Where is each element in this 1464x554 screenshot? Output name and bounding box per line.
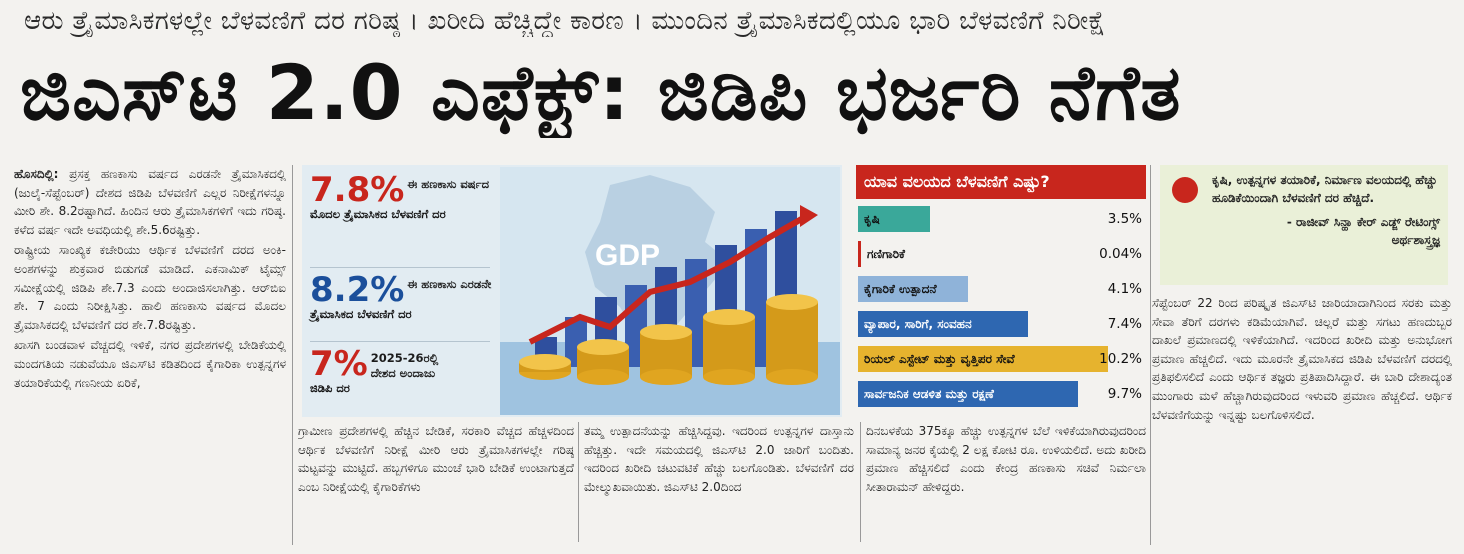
quote-bullet-icon — [1172, 177, 1198, 203]
coin-top — [766, 294, 818, 310]
growth-arrow-head — [800, 205, 818, 227]
divider — [310, 341, 490, 342]
headline: ಜಿಎಸ್‌ಟಿ 2.0 ಎಫೆಕ್ಟ್: ಜಿಡಿಪಿ ಭರ್ಜರಿ ನೆಗೆ… — [20, 48, 1182, 137]
sector-value: 7.4% — [1107, 316, 1142, 332]
stat-q1-desc: ಮೊದಲ ತ್ರೈಮಾಸಿಕದ ಬೆಳವಣಿಗೆ ದರ — [310, 207, 446, 221]
column-rule — [860, 422, 861, 542]
gdp-infobox: 7.8% ಈ ಹಣಕಾಸು ವರ್ಷದ ಮೊದಲ ತ್ರೈಮಾಸಿಕದ ಬೆಳವಣ… — [302, 165, 842, 417]
stat-q2-desc: ತ್ರೈಮಾಸಿಕದ ಬೆಳವಣಿಗೆ ದರ — [310, 307, 412, 321]
sector-row: ರಿಯಲ್ ಎಸ್ಟೇಟ್ ಮತ್ತು ವೃತ್ತಿಪರ ಸೇವೆ 10.2% — [856, 343, 1146, 373]
article-column-2: ಗ್ರಾಮೀಣ ಪ್ರದೇಶಗಳಲ್ಲಿ ಹೆಚ್ಚಿನ ಬೇಡಿಕೆ, ಸರಕ… — [298, 424, 574, 494]
coin-stack — [766, 302, 818, 377]
sector-value: 3.5% — [1107, 211, 1142, 227]
stat-q1-value: 7.8% — [310, 170, 405, 210]
col1-para-1: ಪ್ರಸಕ್ತ ಹಣಕಾಸು ವರ್ಷದ ಎರಡನೇ ತ್ರೈಮಾಸಿಕದಲ್ಲ… — [14, 167, 286, 237]
stat-fy-side: 2025-26ರಲ್ಲಿ ದೇಶದ ಅಂದಾಜು — [370, 351, 439, 380]
sector-label: ವ್ಯಾಪಾರ, ಸಾರಿಗೆ, ಸಂವಹನ — [858, 311, 1028, 337]
coin-top — [640, 324, 692, 340]
coin-top — [703, 309, 755, 325]
stat-q1-side: ಈ ಹಣಕಾಸು ವರ್ಷದ — [407, 177, 489, 191]
sector-value: 4.1% — [1107, 281, 1142, 297]
sector-label: ರಿಯಲ್ ಎಸ್ಟೇಟ್ ಮತ್ತು ವೃತ್ತಿಪರ ಸೇವೆ — [858, 346, 1108, 372]
sector-label: ಕೃಷಿ — [858, 206, 930, 232]
article-column-5: ಸೆಪ್ಟೆಂಬರ್ 22 ರಿಂದ ಪರಿಷ್ಕೃತ ಜಿಎಸ್‌ಟಿ ಜಾರ… — [1152, 296, 1452, 422]
gdp-growth-illustration: GDP — [500, 167, 840, 415]
sector-growth-title: ಯಾವ ವಲಯದ ಬೆಳವಣಿಗೆ ಎಷ್ಟು? — [856, 165, 1146, 199]
stat-q2: 8.2% ಈ ಹಣಕಾಸು ಎರಡನೇ ತ್ರೈಮಾಸಿಕದ ಬೆಳವಣಿಗೆ ದ… — [310, 273, 495, 323]
coin-stack — [703, 369, 755, 385]
kicker: ಆರು ತ್ರೈಮಾಸಿಕಗಳಲ್ಲೇ ಬೆಳವಣಿಗೆ ದರ ಗರಿಷ್ಠ ।… — [24, 6, 1106, 36]
stat-fy-desc: ಜಿಡಿಪಿ ದರ — [310, 381, 350, 395]
sector-label: ಸಾರ್ವಜನಿಕ ಆಡಳಿತ ಮತ್ತು ರಕ್ಷಣೆ — [858, 381, 1078, 407]
coin-top — [577, 339, 629, 355]
sector-row: ಸಾರ್ವಜನಿಕ ಆಡಳಿತ ಮತ್ತು ರಕ್ಷಣೆ 9.7% — [856, 378, 1146, 408]
stat-q2-side: ಈ ಹಣಕಾಸು ಎರಡನೇ — [407, 277, 492, 291]
article-column-4: ದಿನಬಳಕೆಯ 375ಕ್ಕೂ ಹೆಚ್ಚು ಉತ್ಪನ್ನಗಳ ಬೆಲೆ ಇ… — [866, 424, 1146, 494]
coin-stack — [703, 317, 755, 377]
column-rule — [1150, 165, 1151, 545]
stat-q2-value: 8.2% — [310, 270, 405, 310]
sector-value: 10.2% — [1099, 351, 1142, 367]
article-column-3: ತಮ್ಮ ಉತ್ಪಾದನೆಯನ್ನು ಹೆಚ್ಚಿಸಿದ್ದವು. ಇದರಿಂದ… — [584, 424, 854, 494]
col1-para-2: ರಾಷ್ಟ್ರೀಯ ಸಾಂಖ್ಯಿಕ ಕಚೇರಿಯು ಆರ್ಥಿಕ ಬೆಳವಣಿ… — [14, 243, 286, 332]
divider — [310, 267, 490, 268]
sector-row: ಕೃಷಿ 3.5% — [856, 203, 1146, 233]
coin-stack — [577, 369, 629, 385]
dateline: ಹೊಸದಿಲ್ಲಿ: — [14, 167, 59, 181]
gdp-label: GDP — [595, 239, 660, 272]
stat-fy-value: 7% — [310, 344, 368, 384]
stat-q1: 7.8% ಈ ಹಣಕಾಸು ವರ್ಷದ ಮೊದಲ ತ್ರೈಮಾಸಿಕದ ಬೆಳವಣ… — [310, 173, 495, 223]
sector-row: ವ್ಯಾಪಾರ, ಸಾರಿಗೆ, ಸಂವಹನ 7.4% — [856, 308, 1146, 338]
article-column-1: ಹೊಸದಿಲ್ಲಿ: ಪ್ರಸಕ್ತ ಹಣಕಾಸು ವರ್ಷದ ಎರಡನೇ ತ್… — [14, 165, 286, 545]
sector-label: ಕೈಗಾರಿಕೆ ಉತ್ಪಾದನೆ — [858, 276, 968, 302]
stat-fy: 7% 2025-26ರಲ್ಲಿ ದೇಶದ ಅಂದಾಜು ಜಿಡಿಪಿ ದರ — [310, 347, 495, 397]
sector-value: 0.04% — [1099, 246, 1142, 262]
quote-author: - ರಾಜೀವ್ ಸಿನ್ಹಾ ಕೇರ್ ಎಡ್ಜ್ ರೇಟಿಂಗ್ಸ್ — [1286, 215, 1440, 229]
column-rule — [292, 165, 293, 545]
sector-row: ಕೈಗಾರಿಕೆ ಉತ್ಪಾದನೆ 4.1% — [856, 273, 1146, 303]
col1-para-3: ಖಾಸಗಿ ಬಂಡವಾಳ ವೆಚ್ಚದಲ್ಲಿ ಇಳಿಕೆ, ನಗರ ಪ್ರದೇ… — [14, 338, 286, 390]
coin-stacks — [519, 294, 818, 385]
sector-value: 9.7% — [1107, 386, 1142, 402]
coin-stack — [640, 369, 692, 385]
coin-stack — [766, 369, 818, 385]
coin-top — [519, 354, 571, 370]
sector-label: ಗಣಿಗಾರಿಕೆ — [858, 241, 916, 267]
quote-text: ಕೃಷಿ, ಉತ್ಪನ್ನಗಳ ತಯಾರಿಕೆ, ನಿರ್ಮಾಣ ವಲಯದಲ್ಲ… — [1212, 173, 1438, 205]
growth-arrow-line — [528, 214, 807, 345]
sector-growth-box: ಯಾವ ವಲಯದ ಬೆಳವಣಿಗೆ ಎಷ್ಟು? ಕೃಷಿ 3.5% ಗಣಿಗಾರಿ… — [856, 165, 1146, 417]
quote-author-role: ಅರ್ಥಶಾಸ್ತ್ರಜ್ಞ — [1391, 233, 1440, 247]
column-rule — [578, 422, 579, 542]
sector-row: ಗಣಿಗಾರಿಕೆ 0.04% — [856, 238, 1146, 268]
expert-quote: ಕೃಷಿ, ಉತ್ಪನ್ನಗಳ ತಯಾರಿಕೆ, ನಿರ್ಮಾಣ ವಲಯದಲ್ಲ… — [1160, 165, 1448, 285]
